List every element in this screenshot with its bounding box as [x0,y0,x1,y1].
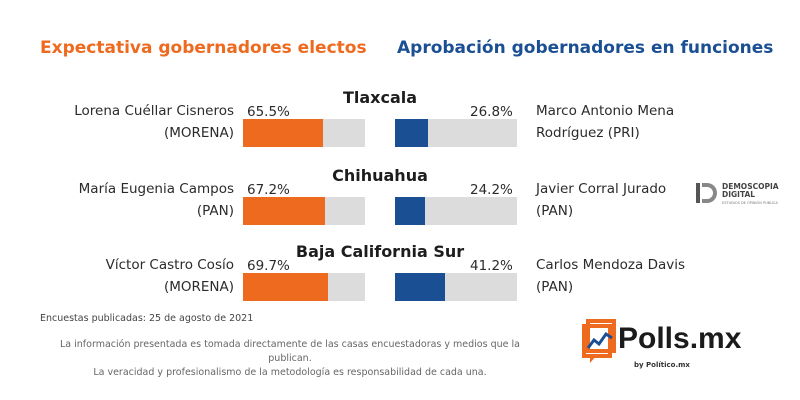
polls-logo-subtitle: by Político.mx [634,361,690,369]
incumbent-value-label: 24.2% [470,182,513,198]
demoscopia-logo-icon [694,180,720,206]
polls-logo-text: Polls.mx [618,322,742,355]
state-title: Chihuahua [332,166,428,185]
incumbent-value-label: 41.2% [470,258,513,274]
elect-value-label: 67.2% [247,182,290,198]
right-header: Aprobación gobernadores en funciones [397,38,774,58]
state-title: Tlaxcala [342,88,418,107]
elect-bar-track [243,119,365,147]
incumbent-candidate-name: Marco Antonio Mena [536,103,675,119]
elect-bar-track [243,197,365,225]
demoscopia-logo-subtitle: ESTUDIOS DE OPINIÓN PÚBLICA [722,201,778,205]
elect-value-label: 69.7% [247,258,290,274]
incumbent-candidate-party: Rodríguez (PRI) [536,125,640,141]
elect-candidate-name: María Eugenia Campos [78,181,234,197]
incumbent-bar [395,119,428,147]
incumbent-candidate-party: (PAN) [536,203,574,219]
incumbent-bar-track [395,197,517,225]
elect-bar-track [243,273,365,301]
demoscopia-logo-text: DEMOSCOPIA DIGITAL [722,182,779,199]
elect-bar [243,119,323,147]
elect-candidate-name: Víctor Castro Cosío [105,257,234,273]
state-title: Baja California Sur [295,242,465,261]
polls-logo-icon [582,318,618,364]
disclaimer: La información presentada es tomada dire… [60,339,520,378]
elect-bar [243,273,329,301]
incumbent-candidate-party: (PAN) [536,279,574,295]
incumbent-bar [395,273,446,301]
left-header: Expectativa gobernadores electos [40,38,367,58]
elect-candidate-party: (MORENA) [163,125,234,141]
elect-value-label: 65.5% [247,104,290,120]
incumbent-candidate-name: Carlos Mendoza Davis [536,257,686,273]
elect-candidate-party: (PAN) [196,203,234,219]
incumbent-bar-track [395,273,517,301]
incumbent-bar-track [395,119,517,147]
incumbent-candidate-name: Javier Corral Jurado [536,181,667,197]
elect-candidate-name: Lorena Cuéllar Cisneros [74,103,234,119]
elect-candidate-party: (MORENA) [163,279,234,295]
incumbent-value-label: 26.8% [470,104,513,120]
elect-bar [243,197,325,225]
survey-date: Encuestas publicadas: 25 de agosto de 20… [40,313,254,324]
incumbent-bar [395,197,425,225]
